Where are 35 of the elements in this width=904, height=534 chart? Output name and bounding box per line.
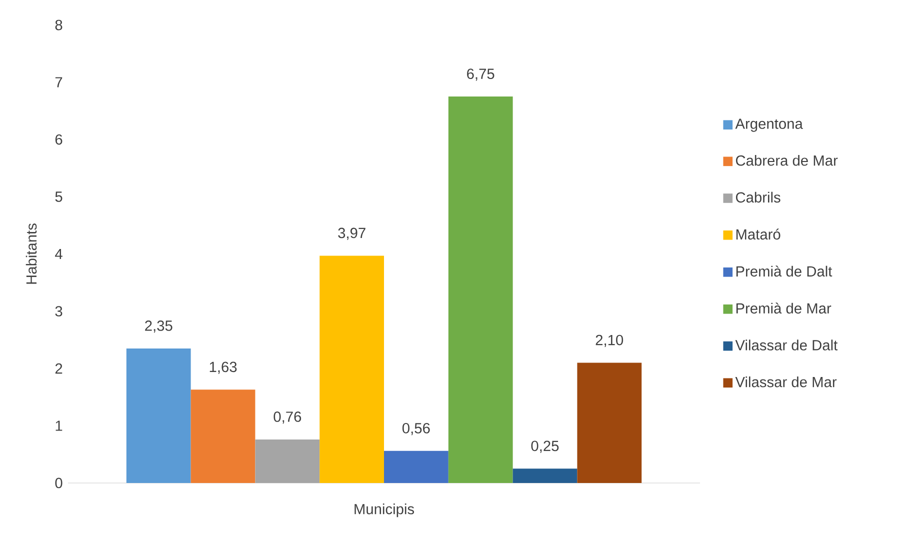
data-label: 3,97 (338, 228, 366, 240)
bar (384, 450, 448, 483)
bar (448, 96, 513, 483)
legend-label: Vilassar de Dalt (735, 340, 838, 350)
y-tick-label: 7 (55, 77, 62, 88)
data-label: 0,76 (274, 412, 302, 424)
data-label: 1,63 (210, 362, 237, 374)
legend-label: Vilassar de Mar (735, 376, 837, 388)
legend-label: Premià de Dalt (736, 266, 832, 277)
y-tick-label: 3 (55, 306, 62, 316)
y-tick-label: 5 (55, 192, 62, 202)
y-tick-label: 1 (56, 420, 62, 431)
bar (255, 439, 320, 483)
legend-label: Premià de Mar (736, 302, 832, 314)
data-label: 2,10 (596, 334, 624, 347)
data-label: 2,35 (145, 320, 172, 333)
bar (126, 348, 191, 483)
data-label: 0,56 (402, 423, 430, 436)
y-tick-label: 0 (55, 478, 62, 488)
bar (320, 256, 384, 483)
data-label: 0,25 (531, 440, 559, 453)
y-tick-label: 2 (55, 363, 62, 374)
y-tick-label: 6 (55, 134, 62, 145)
data-label: 6,75 (467, 68, 494, 81)
bar (512, 468, 578, 483)
x-axis-title: Municipis (354, 504, 414, 518)
y-tick-label: 4 (55, 248, 62, 260)
legend-label: Cabrera de Mar (736, 154, 838, 166)
legend-label: Cabrils (736, 192, 780, 203)
bar (577, 362, 642, 483)
legend-label: Mataró (736, 228, 780, 240)
bar (190, 390, 256, 483)
legend-label: Argentona (735, 118, 803, 132)
y-axis-title: Habitants (26, 224, 37, 284)
y-tick-label: 8 (55, 20, 62, 30)
